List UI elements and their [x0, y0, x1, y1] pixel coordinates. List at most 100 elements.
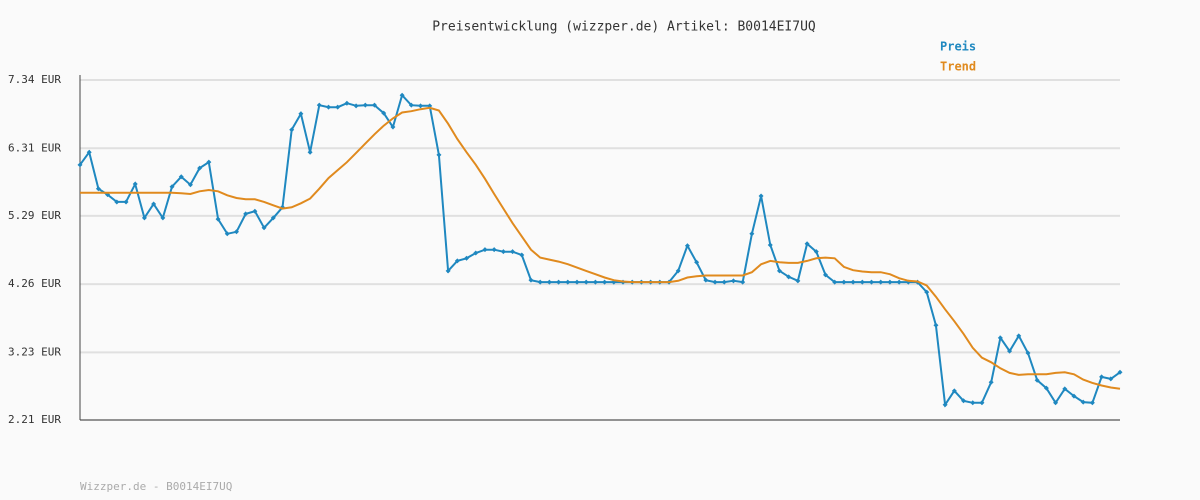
point [510, 249, 516, 255]
point [454, 258, 460, 264]
y-tick-label: 6.31 EUR [8, 141, 61, 154]
point [703, 277, 709, 283]
point [574, 279, 580, 285]
point [556, 279, 562, 285]
point [445, 268, 451, 274]
point [353, 103, 359, 109]
point [1117, 369, 1123, 375]
point [528, 277, 534, 283]
point [822, 272, 828, 278]
point [77, 162, 83, 168]
point [896, 279, 902, 285]
point [537, 279, 543, 285]
point [997, 335, 1003, 341]
point [694, 259, 700, 265]
point [252, 208, 258, 214]
series-line [80, 106, 1121, 390]
point [464, 255, 470, 261]
point [684, 243, 690, 249]
point [224, 231, 230, 237]
point [583, 279, 589, 285]
point [289, 127, 295, 133]
point [362, 102, 368, 108]
point [141, 215, 147, 221]
point [887, 279, 893, 285]
point [951, 388, 957, 394]
point [344, 100, 350, 106]
point [970, 400, 976, 406]
point [436, 152, 442, 158]
y-tick-label: 2.21 EUR [8, 413, 61, 426]
point [924, 289, 930, 295]
point [758, 193, 764, 199]
point [418, 103, 424, 109]
point [712, 279, 718, 285]
point [1080, 399, 1086, 405]
point [740, 279, 746, 285]
point [325, 104, 331, 110]
point [933, 322, 939, 328]
point [795, 278, 801, 284]
point [206, 159, 212, 165]
point [473, 250, 479, 256]
point [841, 279, 847, 285]
point [602, 279, 608, 285]
point [178, 174, 184, 180]
point [215, 216, 221, 222]
point [988, 379, 994, 385]
point [519, 252, 525, 258]
point [500, 249, 506, 255]
point [187, 182, 193, 188]
point [114, 199, 120, 205]
point [335, 104, 341, 110]
point [316, 102, 322, 108]
point [261, 225, 267, 231]
point [730, 278, 736, 284]
point [804, 241, 810, 247]
point [270, 215, 276, 221]
point [1062, 386, 1068, 392]
y-tick-label: 4.26 EUR [8, 277, 61, 290]
point [197, 165, 203, 171]
point [786, 274, 792, 280]
point [123, 199, 129, 205]
point [546, 279, 552, 285]
point [408, 102, 414, 108]
point [832, 279, 838, 285]
point [1007, 348, 1013, 354]
legend-label: Preis [940, 40, 976, 54]
point [675, 268, 681, 274]
point [813, 249, 819, 255]
point [307, 149, 313, 155]
footer: Wizzper.de - B0014EI7UQ [80, 480, 232, 493]
point [95, 186, 101, 192]
legend-label: Trend [940, 60, 976, 74]
point [86, 149, 92, 155]
point [1053, 400, 1059, 406]
point [869, 279, 875, 285]
point [565, 279, 571, 285]
point [169, 184, 175, 190]
point [721, 279, 727, 285]
point [399, 92, 405, 98]
point [1034, 377, 1040, 383]
point [482, 247, 488, 253]
point [381, 110, 387, 116]
point [1016, 333, 1022, 339]
point [859, 279, 865, 285]
point [160, 215, 166, 221]
point [233, 229, 239, 235]
point [372, 102, 378, 108]
point [878, 279, 884, 285]
point [979, 400, 985, 406]
point [151, 201, 157, 207]
point [298, 111, 304, 117]
point [942, 402, 948, 408]
point [961, 398, 967, 404]
point [1089, 400, 1095, 406]
y-tick-label: 3.23 EUR [8, 345, 61, 358]
chart-title: Preisentwicklung (wizzper.de) Artikel: B… [432, 20, 816, 35]
point [592, 279, 598, 285]
